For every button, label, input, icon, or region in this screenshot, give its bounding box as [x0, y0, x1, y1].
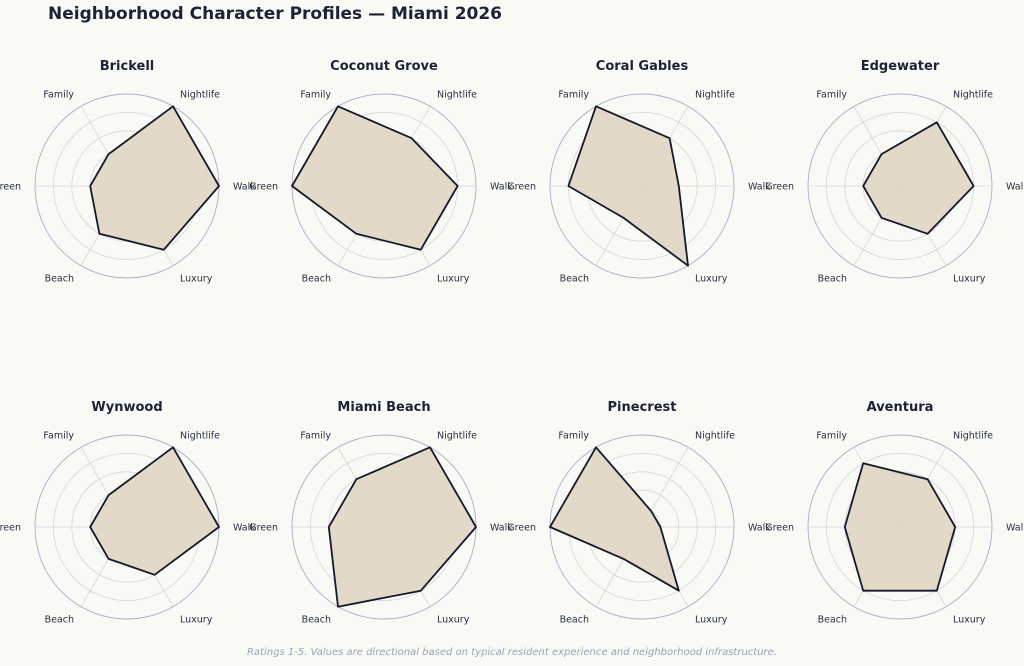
radar-title-wynwood: Wynwood	[91, 400, 162, 415]
axis-label-luxury: Luxury	[180, 273, 213, 284]
axis-label-luxury: Luxury	[953, 614, 986, 625]
radar-title-coral-gables: Coral Gables	[596, 59, 689, 74]
axis-label-family: Family	[816, 431, 847, 442]
axis-label-family: Family	[300, 431, 331, 442]
axis-label-luxury: Luxury	[437, 273, 470, 284]
footnote: Ratings 1-5. Values are directional base…	[246, 647, 778, 658]
axis-label-nightlife: Nightlife	[695, 431, 735, 442]
series-polygon	[549, 446, 680, 592]
axis-label-family: Family	[43, 90, 74, 101]
radar-title-coconut-grove: Coconut Grove	[330, 59, 438, 74]
axis-label-beach: Beach	[45, 614, 74, 625]
radar-pinecrest: Walk Nightlife Family Green Beach Luxury Pinec…	[507, 400, 771, 625]
axis-label-beach: Beach	[818, 273, 847, 284]
radar-edgewater: Walk Nightlife Family Green Beach Luxury Edgew…	[765, 59, 1024, 284]
axis-label-nightlife: Nightlife	[695, 90, 735, 101]
axis-label-luxury: Luxury	[180, 614, 213, 625]
axis-label-family: Family	[558, 90, 589, 101]
axis-label-beach: Beach	[302, 273, 331, 284]
axis-label-green: Green	[249, 182, 278, 193]
axis-label-green: Green	[0, 523, 21, 534]
axis-label-luxury: Luxury	[695, 614, 728, 625]
axis-label-walk: Walk	[748, 523, 771, 534]
radar-coconut-grove: Walk Nightlife Family Green Beach Luxury Cocon…	[249, 59, 513, 284]
radar-title-edgewater: Edgewater	[861, 59, 940, 74]
series-polygon	[843, 462, 957, 592]
axis-label-walk: Walk	[233, 182, 256, 193]
axis-label-nightlife: Nightlife	[953, 90, 993, 101]
axis-label-family: Family	[300, 90, 331, 101]
axis-label-green: Green	[765, 182, 794, 193]
radar-miami-beach: Walk Nightlife Family Green Beach Luxury Miami…	[249, 400, 513, 625]
series-polygon	[291, 105, 459, 251]
radar-wynwood: Walk Nightlife Family Green Beach Luxury Wynwo…	[0, 400, 256, 625]
axis-label-green: Green	[507, 182, 536, 193]
radar-coral-gables: Walk Nightlife Family Green Beach Luxury Coral…	[507, 59, 771, 284]
radar-grid: Walk Nightlife Family Green Beach Luxury Brick…	[0, 59, 1024, 625]
chart-title: Neighborhood Character Profiles — Miami …	[48, 4, 503, 24]
radar-title-brickell: Brickell	[100, 59, 155, 74]
axis-label-green: Green	[765, 523, 794, 534]
series-polygon	[862, 121, 975, 235]
axis-label-nightlife: Nightlife	[180, 90, 220, 101]
radar-title-pinecrest: Pinecrest	[608, 400, 677, 415]
axis-label-family: Family	[43, 431, 74, 442]
axis-label-beach: Beach	[560, 273, 589, 284]
axis-label-family: Family	[816, 90, 847, 101]
axis-label-walk: Walk	[748, 182, 771, 193]
series-polygon	[327, 446, 477, 608]
axis-label-walk: Walk	[490, 523, 513, 534]
axis-label-walk: Walk	[1006, 182, 1024, 193]
axis-label-beach: Beach	[45, 273, 74, 284]
radar-brickell: Walk Nightlife Family Green Beach Luxury Brick…	[0, 59, 256, 284]
radar-aventura: Walk Nightlife Family Green Beach Luxury Avent…	[765, 400, 1024, 625]
axis-label-luxury: Luxury	[953, 273, 986, 284]
axis-label-beach: Beach	[560, 614, 589, 625]
radar-title-miami-beach: Miami Beach	[337, 400, 430, 415]
axis-label-beach: Beach	[302, 614, 331, 625]
axis-label-beach: Beach	[818, 614, 847, 625]
axis-label-walk: Walk	[233, 523, 256, 534]
axis-label-nightlife: Nightlife	[953, 431, 993, 442]
axis-label-luxury: Luxury	[437, 614, 470, 625]
axis-label-green: Green	[0, 182, 21, 193]
axis-label-nightlife: Nightlife	[437, 431, 477, 442]
axis-label-nightlife: Nightlife	[437, 90, 477, 101]
axis-label-family: Family	[558, 431, 589, 442]
axis-label-green: Green	[507, 523, 536, 534]
series-polygon	[89, 105, 220, 251]
radar-title-aventura: Aventura	[867, 400, 934, 415]
series-polygon	[567, 105, 689, 267]
axis-label-luxury: Luxury	[695, 273, 728, 284]
axis-label-walk: Walk	[490, 182, 513, 193]
axis-label-green: Green	[249, 523, 278, 534]
series-polygon	[89, 446, 220, 576]
axis-label-walk: Walk	[1006, 523, 1024, 534]
axis-label-nightlife: Nightlife	[180, 431, 220, 442]
